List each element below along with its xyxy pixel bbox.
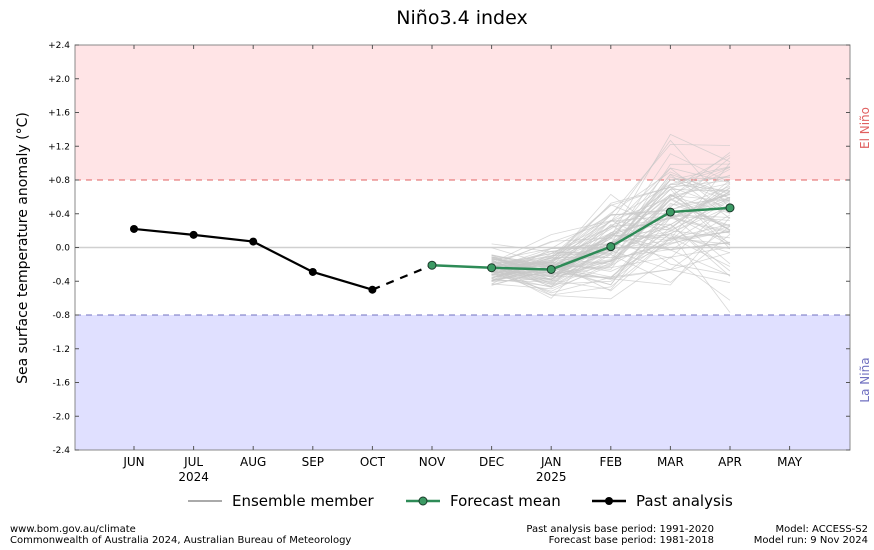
footer-model: Model: ACCESS-S2 Model run: 9 Nov 2024 [730, 524, 868, 546]
footer-model-run: Model run: 9 Nov 2024 [753, 535, 868, 546]
ensemble-member-line [491, 174, 731, 272]
footer-copyright: Commonwealth of Australia 2024, Australi… [10, 535, 352, 546]
la-nina-region [75, 315, 850, 450]
past-analysis-point [368, 285, 377, 294]
forecast-mean-point [427, 260, 437, 270]
x-tick-label: NOV [419, 455, 446, 469]
y-tick-label: -0.8 [52, 311, 70, 321]
ensemble-member-line [491, 223, 731, 287]
ensemble-member-line [491, 186, 731, 270]
footer-left: www.bom.gov.au/climate Commonwealth of A… [10, 524, 351, 546]
footer-past-base: Past analysis base period: 1991-2020 [526, 524, 714, 535]
el-nino-region [75, 45, 850, 180]
y-tick-label: +0.8 [48, 176, 70, 186]
y-tick-label: +1.2 [48, 142, 70, 152]
x-tick-label: JUN [122, 455, 144, 469]
ensemble-member-line [491, 179, 731, 269]
forecast-mean-point [606, 242, 616, 252]
footer-model-name: Model: ACCESS-S2 [775, 524, 868, 535]
y-tick-label: +1.6 [48, 109, 70, 119]
legend-past-label: Past analysis [636, 492, 733, 510]
x-tick-label: SEP [302, 455, 324, 469]
transition-dashed-line [371, 264, 433, 291]
y-tick-label: -0.4 [52, 277, 70, 287]
y-tick-label: -2.4 [52, 446, 70, 456]
y-axis-label: Sea surface temperature anomaly (°C) [15, 112, 31, 384]
footer-forecast-base: Forecast base period: 1981-2018 [548, 535, 714, 546]
forecast-mean-point [665, 207, 675, 217]
ensemble-member-line [491, 234, 731, 299]
x-tick-label: FEB [599, 455, 622, 469]
ensemble-member-line [491, 154, 731, 264]
ensemble-member-line [491, 183, 731, 266]
past-analysis-point [189, 230, 198, 239]
forecast-mean-point [725, 203, 735, 213]
year-label: 2025 [536, 470, 567, 484]
past-analysis-point [249, 237, 258, 246]
past-analysis-point [130, 224, 138, 233]
forecast-mean-line [431, 206, 731, 271]
y-tick-label: -1.2 [52, 345, 70, 355]
footer-base-periods: Past analysis base period: 1991-2020 For… [496, 524, 714, 546]
la-nina-label: La Niña [858, 357, 872, 402]
ensemble-member-line [491, 193, 731, 271]
year-label: 2024 [178, 470, 209, 484]
y-tick-label: 0.0 [56, 244, 71, 254]
x-tick-label: JAN [540, 455, 562, 469]
forecast-mean-point [487, 263, 497, 273]
x-tick-label: MAY [777, 455, 803, 469]
forecast-mean-point [546, 264, 556, 274]
x-tick-label: APR [718, 455, 742, 469]
ensemble-member-line [491, 163, 731, 255]
y-tick-label: -1.6 [52, 379, 70, 389]
x-tick-label: DEC [479, 455, 504, 469]
x-tick-label: JUL [183, 455, 203, 469]
legend-forecast-marker [418, 496, 428, 506]
ensemble-member-line [491, 225, 731, 272]
footer-url: www.bom.gov.au/climate [10, 524, 136, 535]
legend-past-marker [605, 497, 613, 505]
y-tick-label: -2.0 [52, 412, 70, 422]
legend: Ensemble member Forecast mean Past analy… [188, 492, 733, 510]
past-analysis-point [308, 267, 317, 276]
y-tick-label: +0.4 [48, 210, 70, 220]
ensemble-member-line [491, 187, 731, 278]
plot-area: +2.4 +2.0 +1.6 +1.2 +0.8 +0.4 0.0 -0.4 -0.8 -1.2 -… [48, 41, 851, 484]
el-nino-label: El Niño [858, 107, 872, 149]
ensemble-member-line [491, 231, 731, 292]
ensemble-member-line [491, 167, 731, 282]
x-tick-label: OCT [360, 455, 386, 469]
y-tick-label: +2.0 [48, 75, 70, 85]
legend-forecast-label: Forecast mean [450, 492, 561, 510]
y-tick-label: +2.4 [48, 41, 70, 51]
ensemble-member-line [491, 256, 731, 301]
x-tick-label: MAR [657, 455, 684, 469]
chart-title: Niño3.4 index [396, 7, 527, 29]
x-tick-label: AUG [240, 455, 266, 469]
ensemble-member-line [491, 206, 731, 288]
legend-ensemble-label: Ensemble member [232, 492, 375, 510]
